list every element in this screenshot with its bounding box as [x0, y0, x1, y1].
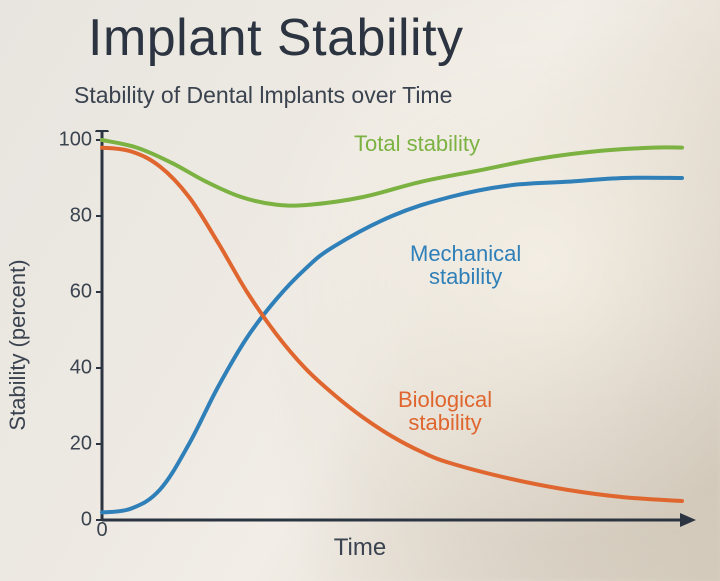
series-label-biological-stability: Biological stability	[398, 388, 492, 434]
page-subtitle: Stability of Dental lmplants over Time	[74, 82, 452, 109]
y-tick-label: 0	[81, 509, 92, 532]
page-title: Implant Stability	[88, 8, 464, 68]
y-tick-label: 80	[70, 205, 92, 228]
stability-chart: Stability (percent) Time 0204060801000To…	[30, 130, 700, 560]
series-mechanical-stability	[102, 178, 682, 513]
x-tick-label: 0	[96, 519, 107, 542]
y-tick-label: 40	[70, 357, 92, 380]
series-label-mechanical-stability: Mechanical stability	[410, 242, 521, 288]
y-axis-label: Stability (percent)	[5, 259, 31, 430]
y-tick-label: 60	[70, 281, 92, 304]
chart-svg	[30, 130, 700, 560]
y-tick-label: 100	[59, 129, 92, 152]
series-label-total-stability: Total stability	[354, 132, 480, 155]
y-tick-label: 20	[70, 433, 92, 456]
